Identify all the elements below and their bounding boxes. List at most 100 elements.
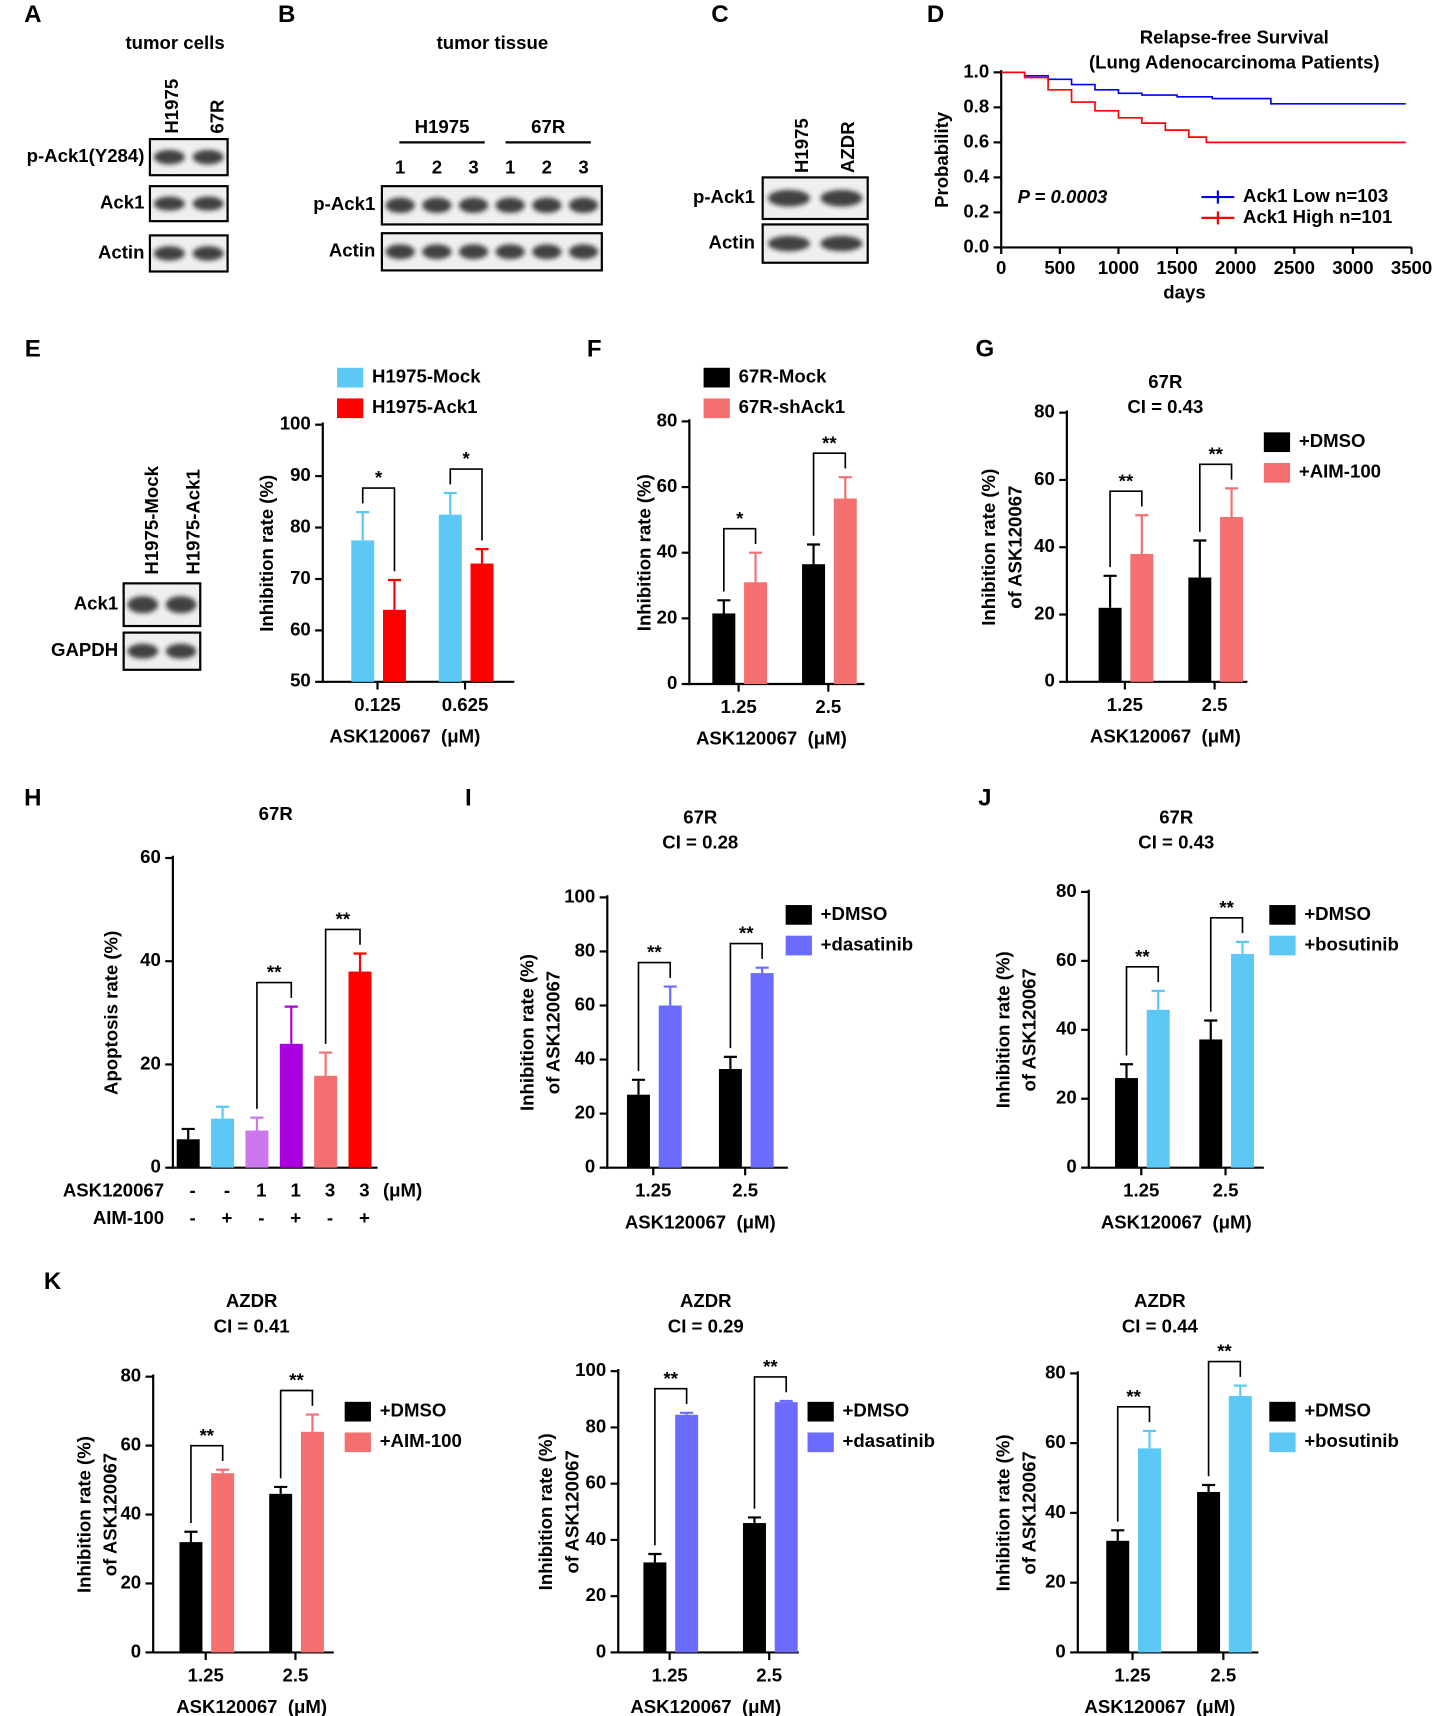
x-axis-label: ASK120067 (μM) <box>630 1696 781 1716</box>
panel-letter: D <box>927 1 944 28</box>
y-tick-label: 80 <box>1034 401 1055 422</box>
lane-label: H1975 <box>791 118 812 173</box>
x-row-label: 3 <box>325 1180 335 1201</box>
y-tick-label: 0 <box>596 1640 606 1661</box>
legend-swatch <box>337 367 364 388</box>
bar <box>1228 1396 1252 1653</box>
row-label: Actin <box>329 240 375 261</box>
x-row-label: + <box>222 1207 233 1228</box>
significance-label: ** <box>822 432 837 453</box>
error-bar <box>184 1530 198 1543</box>
x-axis-label: ASK120067 (μM) <box>696 728 847 749</box>
lane-label: 2 <box>542 157 552 178</box>
x-row-name: ASK120067 <box>63 1180 164 1201</box>
survival-line <box>1001 71 1406 144</box>
band <box>767 235 810 252</box>
y-axis-label: Inhibition rate (%) <box>535 1433 556 1590</box>
x-axis-label: days <box>1163 281 1205 302</box>
y-axis-label: Inhibition rate (%) <box>992 1434 1013 1591</box>
blot-title: tumor tissue <box>437 32 549 53</box>
legend-label: +bosutinib <box>1304 1430 1399 1451</box>
error-bar <box>284 1005 298 1044</box>
x-axis-label: ASK120067 (μM) <box>1090 726 1241 747</box>
legend-label: Ack1 Low n=103 <box>1243 185 1388 206</box>
band <box>192 196 224 211</box>
error-bar <box>717 599 731 614</box>
band <box>532 244 562 260</box>
y-tick-label: 20 <box>657 606 678 627</box>
x-row-label: - <box>327 1207 333 1228</box>
row-label: Ack1 <box>100 192 144 213</box>
y-tick-label: 40 <box>120 1502 141 1523</box>
error-bar <box>216 1468 230 1474</box>
x-tick-label: 1.25 <box>721 696 757 717</box>
x-tick-label: 2.5 <box>815 696 841 717</box>
x-row-label: + <box>359 1207 370 1228</box>
x-row-label: 1 <box>290 1180 300 1201</box>
significance-bracket <box>1125 965 1160 1056</box>
x-unit: (μM) <box>383 1180 422 1201</box>
error-bar <box>747 1516 762 1524</box>
lane-label: 3 <box>468 157 478 178</box>
band <box>127 596 159 614</box>
x-tick-label: 2.5 <box>283 1664 309 1685</box>
x-tick-label: 1500 <box>1156 257 1197 278</box>
x-tick-label: 1.25 <box>635 1180 671 1201</box>
bar <box>438 514 462 682</box>
error-bar <box>723 1055 737 1070</box>
bar <box>245 1130 269 1168</box>
bar <box>675 1414 699 1653</box>
band <box>127 643 159 659</box>
band <box>192 246 224 261</box>
lane-label: AZDR <box>837 121 858 173</box>
y-axis-label: of ASK120067 <box>543 971 564 1094</box>
x-tick-label: 2000 <box>1215 257 1256 278</box>
x-axis-label: ASK120067 (μM) <box>625 1211 776 1232</box>
band <box>532 197 562 213</box>
x-tick-label: 2.5 <box>1210 1664 1236 1685</box>
bar <box>1098 607 1122 682</box>
significance-label: ** <box>200 1425 215 1446</box>
row-label: p-Ack1(Y284) <box>27 145 145 166</box>
chart-title: 67R <box>683 807 718 828</box>
y-tick-label: 20 <box>575 1102 596 1123</box>
y-axis-label: of ASK120067 <box>100 1453 121 1576</box>
significance-label: ** <box>1208 443 1223 464</box>
group-label: 67R <box>531 116 566 137</box>
bar <box>643 1562 667 1653</box>
row-label: Actin <box>709 231 755 252</box>
error-bar <box>250 1116 264 1131</box>
significance-bracket <box>1116 1406 1151 1522</box>
chart-title: Relapse-free Survival <box>1140 26 1329 47</box>
y-tick-label: 40 <box>140 949 161 970</box>
legend-label: 67R-shAck1 <box>739 396 845 417</box>
significance-bracket <box>190 1444 224 1524</box>
legend-label: +DMSO <box>1304 1400 1371 1421</box>
band <box>153 196 185 211</box>
error-bar <box>680 1411 694 1415</box>
significance-bracket <box>654 1387 688 1546</box>
band <box>422 244 452 260</box>
significance-label: ** <box>289 1370 304 1391</box>
bar <box>1106 1540 1130 1653</box>
x-tick-label: 1.25 <box>1107 694 1143 715</box>
significance-bracket <box>723 527 757 592</box>
x-axis-label: ASK120067 (μM) <box>329 726 480 747</box>
error-bar <box>319 1051 333 1076</box>
error-bar <box>1235 940 1250 954</box>
bar <box>1115 1078 1138 1168</box>
x-tick-label: 2.5 <box>1202 694 1228 715</box>
panel-letter: E <box>25 336 41 363</box>
x-axis-label: ASK120067 (μM) <box>176 1696 327 1716</box>
legend-label: +DMSO <box>1304 903 1371 924</box>
bar <box>1231 953 1254 1168</box>
significance-label: ** <box>647 942 662 963</box>
band <box>495 197 525 213</box>
significance-bracket <box>279 1389 314 1479</box>
y-tick-label: 60 <box>1045 1431 1066 1452</box>
y-tick-label: 20 <box>1056 1087 1077 1108</box>
group-label: H1975 <box>415 116 470 137</box>
chart-subtitle: CI = 0.41 <box>214 1315 290 1336</box>
